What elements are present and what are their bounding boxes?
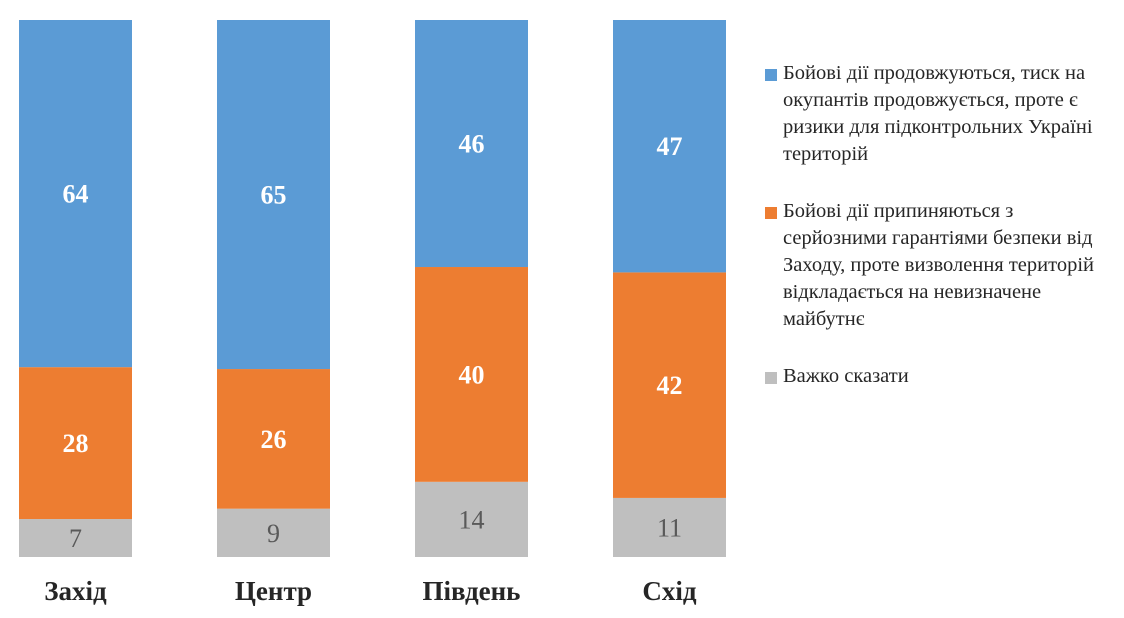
category-label: Захід xyxy=(44,576,107,606)
bar-segment xyxy=(415,267,528,482)
legend-swatch-continue xyxy=(765,69,777,81)
bar-segment xyxy=(613,497,726,557)
legend-label-continue: Бойові дії продовжуються, тиск на окупан… xyxy=(783,62,1093,165)
legend-swatch-hard-to-say xyxy=(765,372,777,384)
legend-label-hard-to-say: Важко сказати xyxy=(783,365,909,387)
category-label: Центр xyxy=(235,576,312,606)
bar-segment xyxy=(19,519,132,557)
data-label: 9 xyxy=(267,519,280,548)
data-label: 28 xyxy=(63,429,89,458)
data-label: 26 xyxy=(261,425,287,454)
data-label: 64 xyxy=(63,180,89,209)
data-label: 14 xyxy=(459,505,485,534)
category-label: Південь xyxy=(423,576,521,606)
data-label: 42 xyxy=(657,371,683,400)
bar-segment xyxy=(613,272,726,498)
chart-legend: Бойові дії продовжуються, тиск на окупан… xyxy=(765,60,1120,420)
bar-segment xyxy=(217,369,330,509)
legend-item-continue: Бойові дії продовжуються, тиск на окупан… xyxy=(765,60,1120,168)
bar-segment xyxy=(613,20,726,273)
bar-segment xyxy=(415,20,528,268)
data-label: 65 xyxy=(261,181,287,210)
data-label: 11 xyxy=(657,513,682,542)
stacked-bar-chart: 7 28 64 Захід 9 26 65 Центр 14 40 46 Південь 11 42 47 С… xyxy=(19,20,726,606)
bar-segment xyxy=(217,20,330,370)
legend-label-ceasefire: Бойові дії припиняються з серйозними гар… xyxy=(783,200,1094,330)
legend-item-hard-to-say: Важко сказати xyxy=(765,363,1120,390)
data-label: 47 xyxy=(657,132,683,161)
legend-swatch-ceasefire xyxy=(765,207,777,219)
data-label: 7 xyxy=(69,524,82,553)
bar-segment xyxy=(19,20,132,368)
data-label: 46 xyxy=(459,130,485,159)
legend-item-ceasefire: Бойові дії припиняються з серйозними гар… xyxy=(765,198,1120,333)
bar-segment xyxy=(19,367,132,520)
category-label: Схід xyxy=(642,576,697,606)
bar-segment xyxy=(217,508,330,557)
bar-segment xyxy=(415,481,528,557)
data-label: 40 xyxy=(459,360,485,389)
